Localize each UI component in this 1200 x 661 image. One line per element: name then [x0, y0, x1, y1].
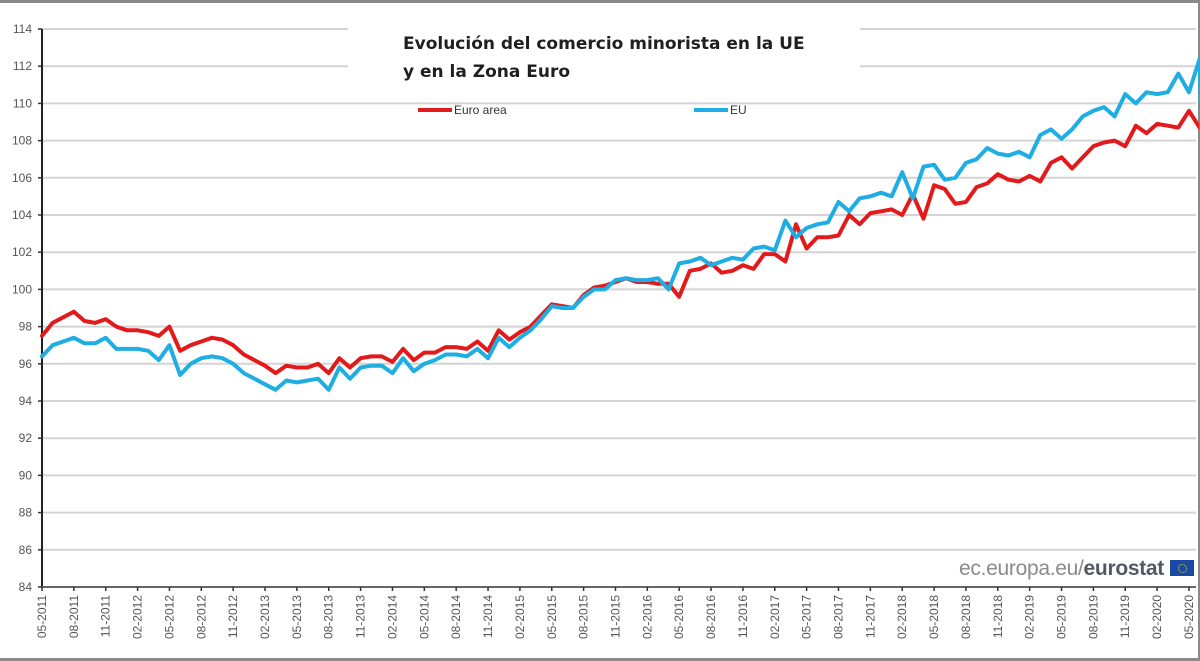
- legend-swatch-euro-area: [418, 108, 452, 112]
- y-tick-label: 102: [12, 245, 32, 259]
- legend-swatch-eu: [694, 108, 728, 112]
- x-tick-label: 05-2014: [417, 595, 431, 639]
- y-tick-label: 108: [12, 134, 32, 148]
- series-line-euro-area: [40, 108, 1200, 376]
- x-tick-label: 05-2019: [1055, 595, 1069, 639]
- chart-title-line-2: y en la Zona Euro: [403, 62, 571, 82]
- x-tick-label: 05-2017: [800, 595, 814, 639]
- x-tick-label: 08-2015: [577, 595, 591, 639]
- x-tick-label: 02-2013: [258, 595, 272, 639]
- legend-item-euro-area: Euro area: [418, 103, 507, 117]
- x-tick-label: 08-2011: [67, 595, 81, 638]
- x-tick-label: 08-2017: [832, 595, 846, 639]
- x-tick-label: 08-2018: [959, 595, 973, 639]
- x-tick-label: 02-2016: [640, 595, 654, 639]
- eu-flag-icon: [1170, 560, 1194, 576]
- x-tick-label: 08-2016: [704, 595, 718, 639]
- x-tick-label: 05-2018: [927, 595, 941, 639]
- x-tick-label: 08-2014: [449, 595, 463, 639]
- x-tick-label: 11-2018: [991, 595, 1005, 638]
- x-tick-label: 05-2015: [545, 595, 559, 639]
- series-lines: [40, 56, 1200, 392]
- legend-item-eu: EU: [694, 103, 747, 117]
- y-tick-label: 100: [12, 282, 32, 296]
- legend-label-euro-area: Euro area: [454, 103, 507, 117]
- x-tick-label: 11-2017: [863, 595, 877, 638]
- x-tick-label: 08-2012: [194, 595, 208, 639]
- y-tick-label: 114: [13, 22, 32, 36]
- x-tick-label: 11-2011: [99, 595, 113, 638]
- x-tick-label: 02-2015: [513, 595, 527, 639]
- x-tick-label: 11-2016: [736, 595, 750, 638]
- x-tick-label: 02-2020: [1150, 595, 1164, 639]
- y-tick-label: 90: [19, 468, 33, 482]
- chart-title: Evolución del comercio minorista en la U…: [403, 30, 805, 86]
- x-tick-label: 02-2017: [768, 595, 782, 639]
- y-tick-label: 84: [19, 580, 33, 594]
- source-credit: ec.europa.eu/eurostat: [959, 557, 1164, 581]
- y-tick-label: 106: [12, 171, 32, 185]
- y-tick-label: 104: [12, 208, 32, 222]
- x-tick-label: 05-2013: [290, 595, 304, 639]
- x-tick-label: 11-2015: [608, 595, 622, 638]
- y-tick-label: 110: [13, 96, 32, 110]
- y-tick-label: 88: [19, 506, 33, 520]
- x-tick-label: 02-2018: [895, 595, 909, 639]
- x-tick-label: 11-2014: [481, 595, 495, 638]
- source-prefix: ec.europa.eu/: [959, 557, 1084, 580]
- x-tick-label: 11-2013: [354, 595, 368, 638]
- y-tick-label: 96: [19, 357, 33, 371]
- x-tick-label: 05-2011: [35, 595, 49, 638]
- x-tick-label: 05-2016: [672, 595, 686, 639]
- y-tick-label: 92: [19, 431, 33, 445]
- x-tick-label: 05-2012: [162, 595, 176, 639]
- x-tick-label: 11-2012: [226, 595, 240, 638]
- legend-label-eu: EU: [730, 103, 747, 117]
- y-axis: 84 86 88 90 92 94 96 98 100 102 104 106 108 110 112 114: [12, 22, 43, 594]
- x-tick-label: 02-2014: [385, 595, 399, 639]
- series-line-eu: [40, 56, 1200, 392]
- chart-title-line-1: Evolución del comercio minorista en la U…: [403, 34, 805, 54]
- source-brand: eurostat: [1083, 557, 1165, 580]
- x-tick-label: 02-2019: [1023, 595, 1037, 639]
- y-tick-label: 112: [13, 59, 32, 73]
- x-tick-label: 08-2013: [322, 595, 336, 639]
- x-tick-label: 08-2019: [1086, 595, 1100, 639]
- x-axis: 05-2011 08-2011 11-2011 02-2012 05-2012 08-20…: [35, 586, 1196, 639]
- gridlines: [42, 28, 1196, 551]
- y-tick-label: 94: [19, 394, 33, 408]
- x-tick-label: 11-2019: [1118, 595, 1132, 638]
- title-background: [350, 24, 860, 84]
- x-tick-label: 05-2020: [1182, 595, 1196, 639]
- y-tick-label: 86: [19, 543, 33, 557]
- y-tick-label: 98: [19, 320, 33, 334]
- x-tick-label: 02-2012: [131, 595, 145, 639]
